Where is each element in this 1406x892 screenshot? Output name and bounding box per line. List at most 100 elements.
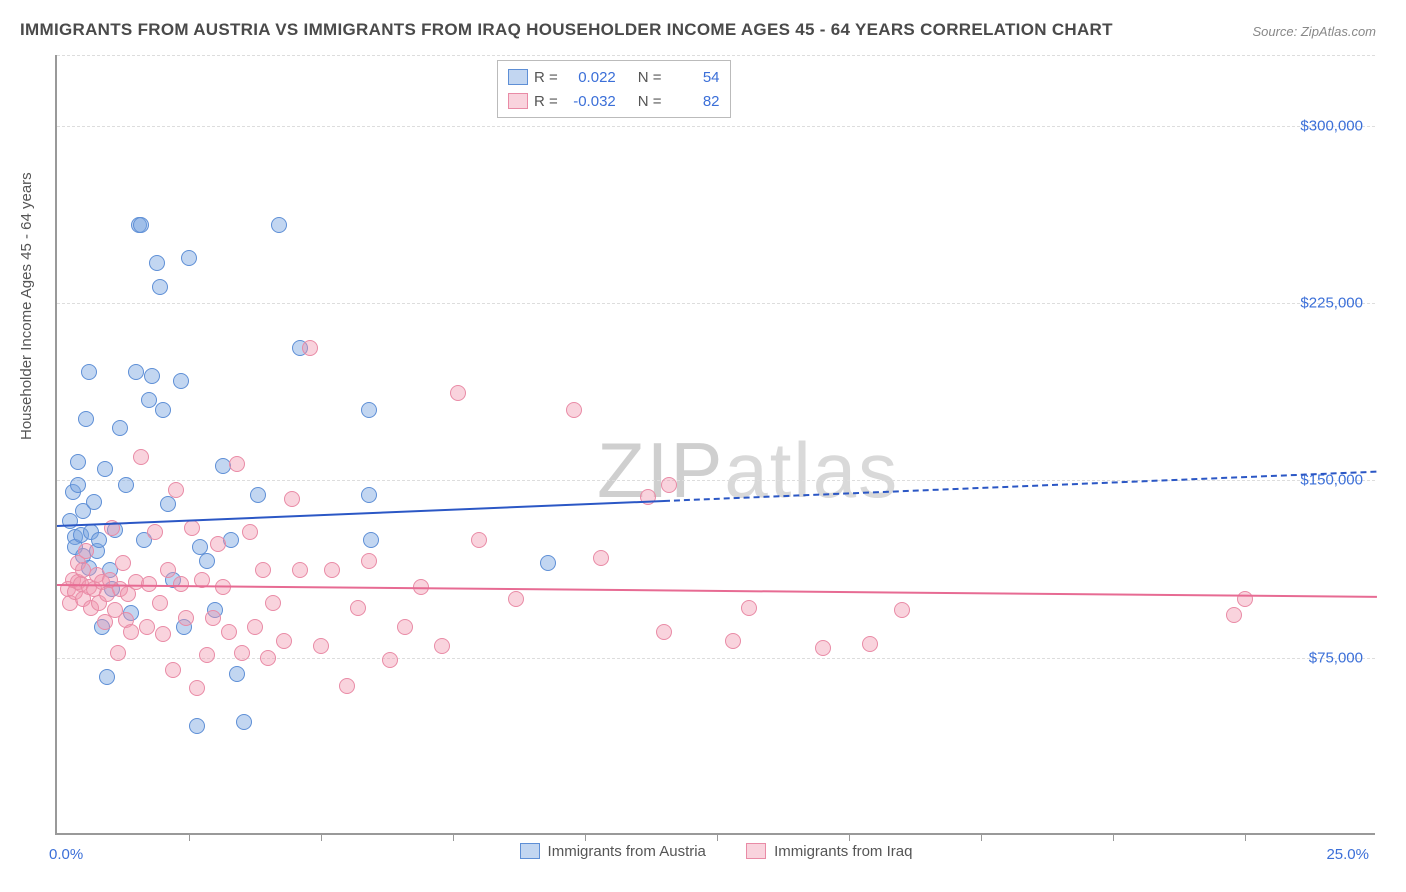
n-label: N = [638, 69, 662, 86]
swatch-austria [520, 843, 540, 859]
legend-label: Immigrants from Iraq [774, 843, 912, 860]
data-point-iraq [862, 636, 878, 652]
gridline [57, 126, 1375, 127]
n-label: N = [638, 93, 662, 110]
data-point-iraq [1237, 591, 1253, 607]
data-point-austria [361, 402, 377, 418]
data-point-iraq [78, 543, 94, 559]
data-point-austria [78, 411, 94, 427]
data-point-iraq [324, 562, 340, 578]
trend-line-austria-extrap [664, 471, 1377, 502]
data-point-iraq [178, 610, 194, 626]
r-label: R = [534, 69, 558, 86]
data-point-iraq [566, 402, 582, 418]
data-point-iraq [397, 619, 413, 635]
data-point-iraq [160, 562, 176, 578]
watermark-atlas: atlas [724, 426, 899, 514]
gridline [57, 55, 1375, 56]
legend-label: Immigrants from Austria [548, 843, 706, 860]
data-point-austria [112, 420, 128, 436]
data-point-austria [250, 487, 266, 503]
data-point-austria [160, 496, 176, 512]
data-point-iraq [229, 456, 245, 472]
x-tick [981, 833, 982, 841]
x-tick [717, 833, 718, 841]
data-point-iraq [139, 619, 155, 635]
x-tick [453, 833, 454, 841]
data-point-austria [118, 477, 134, 493]
data-point-iraq [434, 638, 450, 654]
data-point-iraq [656, 624, 672, 640]
data-point-austria [133, 217, 149, 233]
data-point-iraq [184, 520, 200, 536]
data-point-iraq [508, 591, 524, 607]
legend-item-austria: Immigrants from Austria [520, 843, 706, 860]
y-tick-label: $225,000 [1300, 295, 1363, 312]
gridline [57, 303, 1375, 304]
data-point-iraq [199, 647, 215, 663]
data-point-iraq [741, 600, 757, 616]
data-point-iraq [302, 340, 318, 356]
data-point-austria [99, 669, 115, 685]
data-point-austria [91, 532, 107, 548]
data-point-austria [128, 364, 144, 380]
x-tick [189, 833, 190, 841]
data-point-austria [181, 250, 197, 266]
data-point-austria [81, 364, 97, 380]
data-point-iraq [1226, 607, 1242, 623]
data-point-iraq [276, 633, 292, 649]
gridline [57, 658, 1375, 659]
data-point-austria [361, 487, 377, 503]
data-point-austria [199, 553, 215, 569]
data-point-iraq [110, 645, 126, 661]
chart-title: IMMIGRANTS FROM AUSTRIA VS IMMIGRANTS FR… [20, 20, 1113, 40]
data-point-iraq [894, 602, 910, 618]
data-point-iraq [361, 553, 377, 569]
legend-item-iraq: Immigrants from Iraq [746, 843, 912, 860]
correlation-stats-box: R = 0.022 N = 54 R = -0.032 N = 82 [497, 60, 731, 118]
plot-area: ZIPatlas $75,000$150,000$225,000$300,000… [55, 55, 1375, 835]
y-tick-label: $300,000 [1300, 117, 1363, 134]
data-point-iraq [725, 633, 741, 649]
data-point-austria [271, 217, 287, 233]
data-point-austria [149, 255, 165, 271]
data-point-iraq [147, 524, 163, 540]
swatch-austria [508, 69, 528, 85]
r-value-austria: 0.022 [564, 69, 616, 86]
stats-row-iraq: R = -0.032 N = 82 [508, 89, 720, 113]
data-point-iraq [210, 536, 226, 552]
n-value-austria: 54 [668, 69, 720, 86]
data-point-austria [70, 454, 86, 470]
data-point-austria [189, 718, 205, 734]
y-axis-label: Householder Income Ages 45 - 64 years [18, 172, 35, 440]
swatch-iraq [746, 843, 766, 859]
swatch-iraq [508, 93, 528, 109]
r-label: R = [534, 93, 558, 110]
data-point-iraq [260, 650, 276, 666]
data-point-iraq [152, 595, 168, 611]
trend-line-austria [57, 500, 664, 527]
data-point-iraq [471, 532, 487, 548]
data-point-iraq [350, 600, 366, 616]
x-tick [1113, 833, 1114, 841]
bottom-legend: Immigrants from Austria Immigrants from … [57, 843, 1375, 864]
data-point-austria [86, 494, 102, 510]
data-point-iraq [155, 626, 171, 642]
data-point-austria [173, 373, 189, 389]
data-point-iraq [450, 385, 466, 401]
data-point-iraq [168, 482, 184, 498]
data-point-iraq [247, 619, 263, 635]
data-point-austria [363, 532, 379, 548]
y-tick-label: $75,000 [1309, 649, 1363, 666]
data-point-austria [97, 461, 113, 477]
x-tick [585, 833, 586, 841]
data-point-iraq [661, 477, 677, 493]
data-point-austria [540, 555, 556, 571]
r-value-iraq: -0.032 [564, 93, 616, 110]
data-point-austria [70, 477, 86, 493]
data-point-austria [152, 279, 168, 295]
data-point-iraq [221, 624, 237, 640]
source-attribution: Source: ZipAtlas.com [1252, 24, 1376, 39]
data-point-iraq [165, 662, 181, 678]
data-point-austria [144, 368, 160, 384]
